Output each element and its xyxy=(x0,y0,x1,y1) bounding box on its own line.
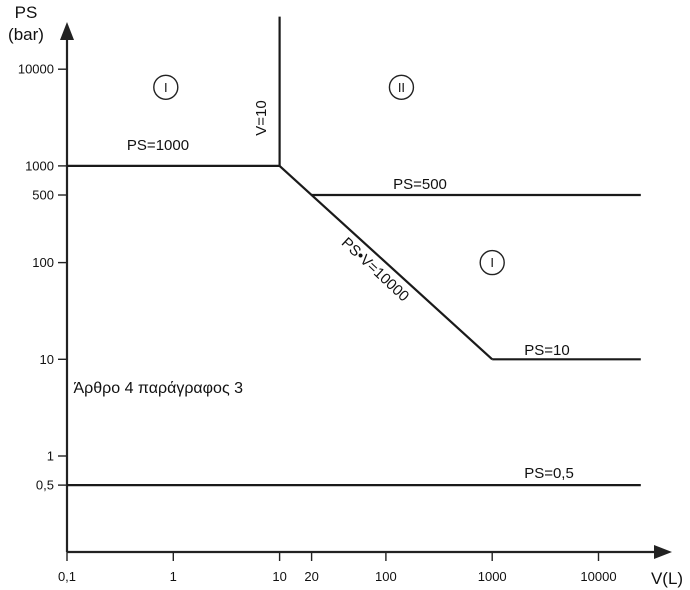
y-tick-label: 1000 xyxy=(25,158,54,173)
annotations: Άρθρο 4 παράγραφος 3 xyxy=(73,380,243,397)
y-tick-label: 10000 xyxy=(18,62,54,77)
category-marker-ring xyxy=(153,74,179,100)
category-marker-label: I xyxy=(164,80,168,95)
category-marker-label: II xyxy=(398,80,405,95)
series-label: PS=500 xyxy=(393,176,447,193)
series-label: PS=1000 xyxy=(127,137,189,154)
x-axis-label: V(L) xyxy=(651,569,683,588)
x-tick-label: 0,1 xyxy=(58,569,76,584)
y-axis-arrow xyxy=(60,22,74,40)
y-axis-label-line2: (bar) xyxy=(8,25,44,44)
axes: PS (bar) V(L) xyxy=(8,3,683,588)
category-markers: I III xyxy=(153,74,505,276)
series-label: V=10 xyxy=(253,100,270,135)
y-tick-label: 1 xyxy=(47,449,54,464)
series-label: PS=10 xyxy=(524,342,569,359)
x-tick-label: 10 xyxy=(272,569,286,584)
annotation-text: Άρθρο 4 παράγραφος 3 xyxy=(73,380,243,397)
y-axis-label-line1: PS xyxy=(15,3,38,22)
series-line xyxy=(278,165,493,361)
series xyxy=(67,16,641,487)
y-tick-label: 100 xyxy=(32,255,54,270)
ticks: 0,5 1 10 100 500 1000 10000 0,1 1 10 20 100 1000 1000… xyxy=(18,62,617,584)
series-label: PS•V=10000 xyxy=(338,234,412,305)
x-tick-label: 100 xyxy=(375,569,397,584)
series-label: PS=0,5 xyxy=(524,465,574,482)
series-labels: PS=1000 V=10 PS•V=10000 PS=500 PS=10 PS=0,5 xyxy=(127,100,574,482)
category-marker-ring xyxy=(479,249,505,276)
x-tick-label: 10000 xyxy=(580,569,616,584)
x-tick-label: 20 xyxy=(304,569,318,584)
x-axis-arrow xyxy=(654,545,672,559)
category-marker-label: I xyxy=(490,255,494,270)
y-tick-label: 0,5 xyxy=(36,478,54,493)
y-tick-label: 500 xyxy=(32,188,54,203)
x-tick-label: 1 xyxy=(170,569,177,584)
y-tick-label: 10 xyxy=(40,352,54,367)
x-tick-label: 1000 xyxy=(478,569,507,584)
category-marker-ring xyxy=(388,74,415,100)
